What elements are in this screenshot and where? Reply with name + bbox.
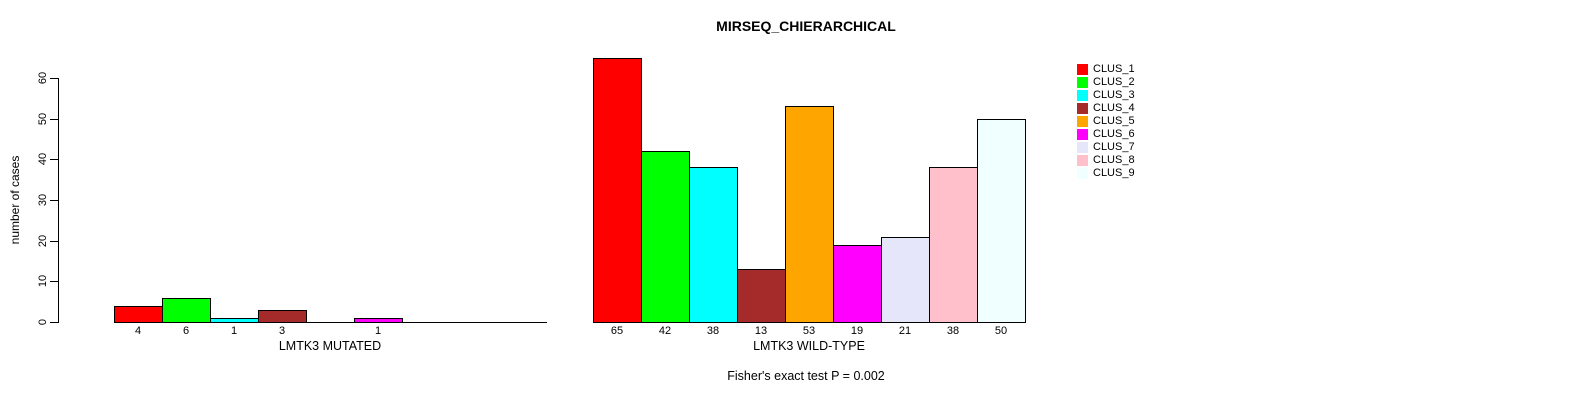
chart-legend: CLUS_1 CLUS_2 CLUS_3 CLUS_4 CLUS_5 CLUS_6 CLUS…: [1077, 63, 1135, 180]
bar-value-label: 65: [610, 325, 624, 337]
legend-swatch-clus_2: [1077, 77, 1088, 88]
bar-clus_2-group1: [162, 298, 211, 323]
legend-swatch-clus_6: [1077, 129, 1088, 140]
y-tick-label: 40: [37, 152, 49, 166]
y-tick: [50, 241, 58, 242]
y-tick-label: 10: [37, 274, 49, 288]
bar-clus_2-group2: [641, 151, 690, 323]
y-axis-label: number of cases: [8, 155, 22, 245]
y-tick: [50, 200, 58, 201]
bar-clus_6-group1: [354, 318, 403, 323]
legend-label: CLUS_3: [1093, 89, 1135, 101]
group-label: LMTK3 WILD-TYPE: [753, 339, 865, 353]
y-tick-label: 50: [37, 112, 49, 126]
bar-clus_1-group2: [593, 58, 642, 323]
bar-value-label: 50: [994, 325, 1008, 337]
legend-swatch-clus_3: [1077, 90, 1088, 101]
bar-clus_9-group2: [977, 119, 1026, 323]
y-tick-label: 60: [37, 71, 49, 85]
legend-swatch-clus_7: [1077, 142, 1088, 153]
y-tick-label: 0: [37, 318, 49, 326]
chart-title: MIRSEQ_CHIERARCHICAL: [716, 18, 896, 34]
legend-row: CLUS_2: [1077, 76, 1135, 89]
y-tick-label: 30: [37, 193, 49, 207]
bar-value-label: 42: [658, 325, 672, 337]
y-tick: [50, 281, 58, 282]
bar-value-label: 13: [754, 325, 768, 337]
legend-row: CLUS_8: [1077, 154, 1135, 167]
y-tick: [50, 119, 58, 120]
bar-value-label: 38: [946, 325, 960, 337]
bar-clus_5-group2: [785, 106, 834, 323]
chart-annotation: Fisher's exact test P = 0.002: [727, 369, 885, 383]
bar-value-label: 38: [706, 325, 720, 337]
legend-label: CLUS_5: [1093, 115, 1135, 127]
bar-value-label: 6: [182, 325, 190, 337]
y-axis-line: [58, 78, 59, 323]
bar-clus_8-group2: [929, 167, 978, 323]
bar-clus_7-group2: [881, 237, 930, 323]
legend-swatch-clus_8: [1077, 155, 1088, 166]
legend-label: CLUS_6: [1093, 128, 1135, 140]
bar-value-label: 19: [850, 325, 864, 337]
legend-row: CLUS_4: [1077, 102, 1135, 115]
bar-value-label: 21: [898, 325, 912, 337]
legend-row: CLUS_5: [1077, 115, 1135, 128]
legend-label: CLUS_8: [1093, 154, 1135, 166]
bar-value-label: 3: [278, 325, 286, 337]
bar-clus_3-group2: [689, 167, 738, 323]
legend-swatch-clus_1: [1077, 64, 1088, 75]
legend-swatch-clus_9: [1077, 168, 1088, 179]
legend-row: CLUS_3: [1077, 89, 1135, 102]
bar-clus_4-group2: [737, 269, 786, 323]
legend-swatch-clus_5: [1077, 116, 1088, 127]
y-tick: [50, 322, 58, 323]
bar-clus_4-group1: [258, 310, 307, 323]
legend-label: CLUS_2: [1093, 76, 1135, 88]
bar-value-label: 4: [134, 325, 142, 337]
legend-row: CLUS_9: [1077, 167, 1135, 180]
x-baseline: [114, 322, 547, 323]
legend-label: CLUS_1: [1093, 63, 1135, 75]
bar-value-label: 1: [374, 325, 382, 337]
legend-swatch-clus_4: [1077, 103, 1088, 114]
bar-value-label: 53: [802, 325, 816, 337]
y-tick-label: 20: [37, 234, 49, 248]
legend-label: CLUS_7: [1093, 141, 1135, 153]
bar-value-label: 1: [230, 325, 238, 337]
y-tick: [50, 78, 58, 79]
y-tick: [50, 159, 58, 160]
bar-clus_1-group1: [114, 306, 163, 323]
group-label: LMTK3 MUTATED: [278, 339, 382, 353]
legend-label: CLUS_9: [1093, 167, 1135, 179]
legend-label: CLUS_4: [1093, 102, 1135, 114]
bar-clus_3-group1: [210, 318, 259, 323]
legend-row: CLUS_1: [1077, 63, 1135, 76]
bar-clus_6-group2: [833, 245, 882, 323]
legend-row: CLUS_7: [1077, 141, 1135, 154]
legend-row: CLUS_6: [1077, 128, 1135, 141]
